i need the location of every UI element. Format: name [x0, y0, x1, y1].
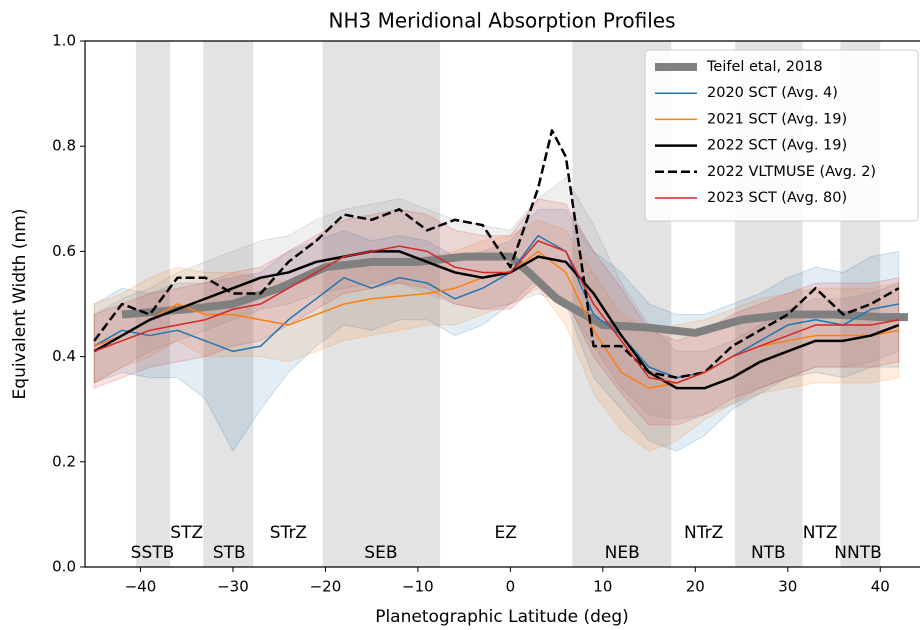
legend-label: 2021 SCT (Avg. 19) [707, 111, 847, 127]
chart-title: NH3 Meridional Absorption Profiles [329, 9, 676, 33]
zone-label: STZ [170, 523, 203, 543]
zone-label: NTrZ [684, 523, 723, 543]
x-tick-label: −40 [125, 578, 157, 596]
zone-label: STrZ [270, 523, 307, 543]
y-tick-label: 0.2 [52, 452, 76, 470]
zone-label: NEB [605, 543, 640, 563]
legend-label: 2023 SCT (Avg. 80) [707, 190, 847, 206]
series-line [121, 252, 908, 337]
belt-region [135, 41, 171, 567]
x-tick-label: −20 [310, 578, 342, 596]
uncertainty-band [93, 177, 900, 421]
x-tick-label: −10 [402, 578, 434, 596]
x-tick-label: 30 [778, 578, 797, 596]
y-tick-label: 0.8 [52, 137, 76, 155]
zone-label: NTB [751, 543, 786, 563]
x-axis-label: Planetographic Latitude (deg) [375, 607, 629, 627]
x-tick-label: 10 [593, 578, 612, 596]
legend-box [644, 49, 919, 222]
x-tick-label: 40 [871, 578, 890, 596]
series-line [93, 129, 900, 379]
series-line [93, 234, 899, 379]
axis-frame [84, 40, 920, 568]
zone-label: NTZ [803, 523, 838, 543]
x-tick-label: 20 [686, 578, 705, 596]
x-tick-label: 0 [506, 578, 516, 596]
legend-label: Teifel etal, 2018 [706, 59, 823, 75]
series-line [93, 240, 899, 384]
y-axis-label: Equivalent Width (nm) [10, 209, 30, 400]
legend: Teifel etal, 2018 2020 SCT (Avg. 4) 2021 S… [644, 49, 919, 222]
zone-label: NNTB [834, 543, 881, 563]
zone-label: EZ [495, 523, 517, 543]
lines [93, 129, 908, 390]
y-tick-label: 0.0 [52, 558, 76, 576]
x-tick-label: −30 [217, 578, 249, 596]
y-tick-label: 0.4 [52, 347, 76, 365]
zone-label: STB [213, 543, 246, 563]
y-tick-label: 0.6 [52, 242, 76, 260]
zone-label: SSTB [131, 543, 175, 563]
y-tick-label: 1.0 [52, 32, 76, 50]
legend-label: 2022 VLTMUSE (Avg. 2) [707, 164, 876, 180]
legend-label: 2020 SCT (Avg. 4) [707, 85, 838, 101]
zone-label: SEB [364, 543, 397, 563]
legend-label: 2022 SCT (Avg. 19) [707, 138, 847, 154]
